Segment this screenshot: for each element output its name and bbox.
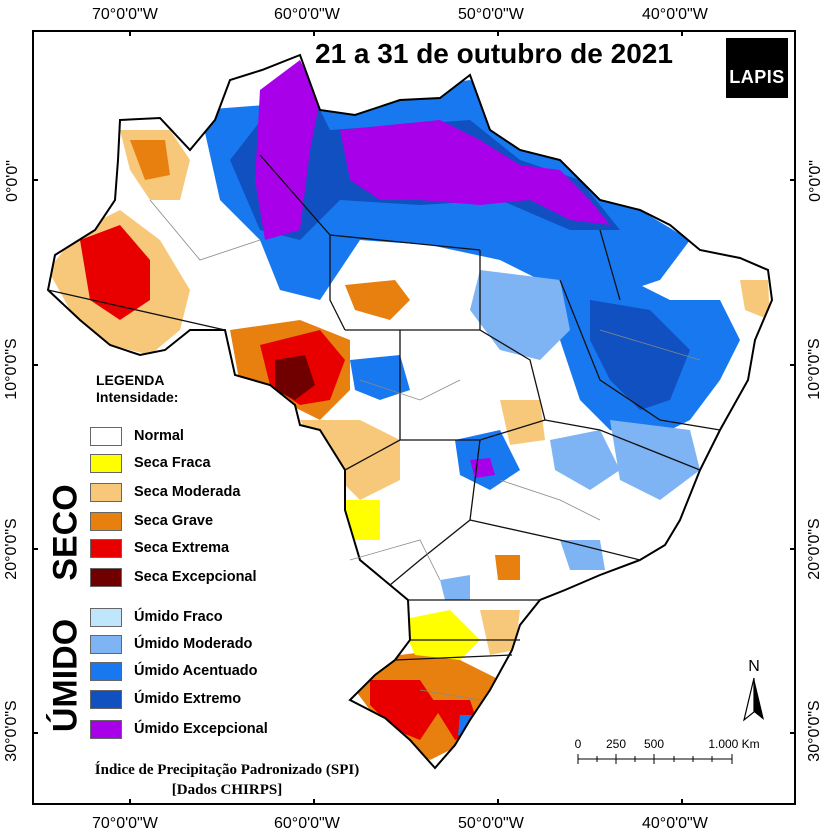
legend-swatch <box>90 661 122 681</box>
map-title: 21 a 31 de outubro de 2021 <box>315 38 673 69</box>
legend-swatch <box>90 567 122 587</box>
lon-label-top-40w: 40°0'0"W <box>642 6 708 23</box>
legend-group-wet: ÚMIDO <box>46 618 85 733</box>
frame-ticks <box>32 30 796 805</box>
scale-label-0: 0 <box>575 737 582 751</box>
legend-swatch <box>90 634 122 654</box>
legend-item: Seca Moderada <box>90 482 240 502</box>
north-arrow-icon: N <box>743 658 764 722</box>
lon-label-bottom-60w: 60°0'0"W <box>274 815 340 832</box>
legend-item: Úmido Excepcional <box>90 719 268 739</box>
lon-label-top-70w: 70°0'0"W <box>92 6 158 23</box>
scale-label-250: 250 <box>606 737 626 751</box>
legend-item: Úmido Extremo <box>90 689 241 709</box>
legend-label: Normal <box>134 428 184 444</box>
map-caption: Índice de Precipitação Padronizado (SPI)… <box>62 760 392 800</box>
caption-line2: [Dados CHIRPS] <box>171 782 283 798</box>
scale-bar: 0 250 500 1.000 Km <box>575 737 760 764</box>
region-borders <box>149 199 701 701</box>
lon-label-bottom-50w: 50°0'0"W <box>458 815 524 832</box>
legend-swatch <box>90 719 122 739</box>
legend-label: Seca Moderada <box>134 484 241 500</box>
legend-item: Úmido Acentuado <box>90 661 258 681</box>
legend-label: Seca Extrema <box>134 540 230 556</box>
lon-label-top-60w: 60°0'0"W <box>274 6 340 23</box>
scale-label-1000: 1.000 Km <box>708 737 759 751</box>
legend-label: Úmido Extremo <box>134 691 242 707</box>
legend-swatch <box>90 607 122 627</box>
caption-line1: Índice de Precipitação Padronizado (SPI) <box>94 762 360 778</box>
scale-label-500: 500 <box>644 737 664 751</box>
legend-group-dry: SECO <box>46 484 85 581</box>
legend-item: Úmido Fraco <box>90 607 223 627</box>
legend-item: Normal <box>90 426 184 446</box>
legend-item: Seca Extrema <box>90 538 229 558</box>
legend-label: Seca Excepcional <box>134 569 257 585</box>
legend-label: Úmido Moderado <box>134 636 253 652</box>
legend-label: Seca Fraca <box>134 455 211 471</box>
legend-label: Úmido Fraco <box>134 609 223 625</box>
lon-label-top-50w: 50°0'0"W <box>458 6 524 23</box>
legend-label: Úmido Acentuado <box>134 663 258 679</box>
state-borders <box>47 154 721 661</box>
legend-swatch <box>90 689 122 709</box>
north-label: N <box>748 658 760 675</box>
brazil-outline <box>46 53 774 770</box>
legend-swatch <box>90 453 122 473</box>
legend-item: Seca Excepcional <box>90 567 257 587</box>
legend-label: Seca Grave <box>134 513 214 529</box>
legend-swatch <box>90 426 122 446</box>
legend-item: Seca Grave <box>90 511 213 531</box>
legend-label: Úmido Excepcional <box>134 721 268 737</box>
legend-swatch <box>90 511 122 531</box>
legend-title-line1: LEGENDA <box>96 372 165 388</box>
legend-title-line2: Intensidade: <box>96 389 179 405</box>
legend-swatch <box>90 482 122 502</box>
legend-item: Úmido Moderado <box>90 634 252 654</box>
legend-swatch <box>90 538 122 558</box>
legend-title: LEGENDA Intensidade: <box>96 372 178 406</box>
lapis-logo: LAPIS <box>726 38 788 98</box>
lon-label-bottom-70w: 70°0'0"W <box>92 815 158 832</box>
legend-item: Seca Fraca <box>90 453 211 473</box>
lon-label-bottom-40w: 40°0'0"W <box>642 815 708 832</box>
